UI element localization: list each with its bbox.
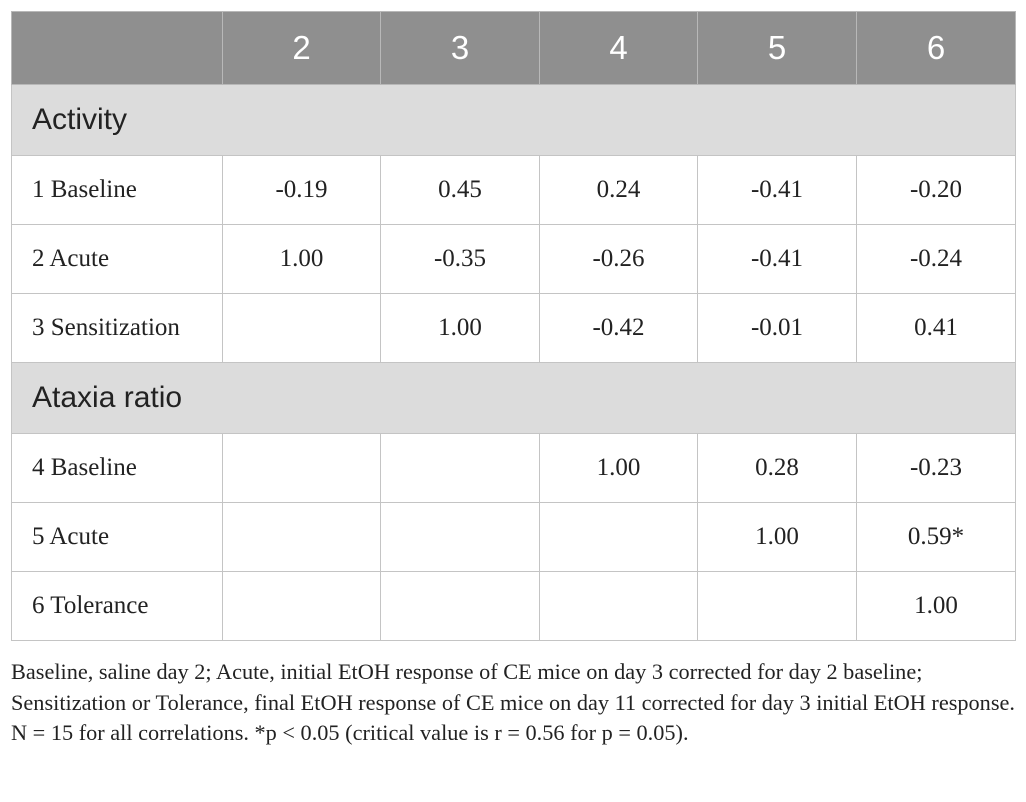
- table-cell: 0.41: [856, 293, 1016, 363]
- row-label: 2 Acute: [11, 224, 223, 294]
- header-cell-empty: [11, 11, 223, 85]
- table-cell: -0.41: [697, 224, 857, 294]
- table-cell: [380, 433, 540, 503]
- table-row: 4 Baseline 1.00 0.28 -0.23: [11, 433, 1016, 503]
- table-cell: [697, 571, 857, 641]
- section-title: Activity: [11, 84, 1016, 156]
- header-cell-4: 4: [539, 11, 698, 85]
- table-cell: -0.24: [856, 224, 1016, 294]
- table-cell: -0.42: [539, 293, 698, 363]
- row-label: 4 Baseline: [11, 433, 223, 503]
- table-cell: -0.23: [856, 433, 1016, 503]
- footnote-abbreviations: Baseline, saline day 2; Acute, initial E…: [11, 659, 1015, 715]
- footnote-statistics: N = 15 for all correlations. *p < 0.05 (…: [11, 720, 689, 745]
- header-cell-2: 2: [222, 11, 381, 85]
- header-cell-3: 3: [380, 11, 540, 85]
- table-row: 6 Tolerance 1.00: [11, 571, 1016, 641]
- table-cell: 1.00: [856, 571, 1016, 641]
- row-label: 6 Tolerance: [11, 571, 223, 641]
- header-cell-5: 5: [697, 11, 857, 85]
- row-label: 1 Baseline: [11, 155, 223, 225]
- table-cell: -0.01: [697, 293, 857, 363]
- table-cell: 1.00: [222, 224, 381, 294]
- table-cell: 0.59*: [856, 502, 1016, 572]
- table-cell: -0.26: [539, 224, 698, 294]
- table-cell: [222, 433, 381, 503]
- table-cell: [222, 502, 381, 572]
- table-row: 2 Acute 1.00 -0.35 -0.26 -0.41 -0.24: [11, 224, 1016, 294]
- table-row: 3 Sensitization 1.00 -0.42 -0.01 0.41: [11, 293, 1016, 363]
- correlation-table: 2 3 4 5 6 Activity 1 Baseline -0.19 0.45…: [11, 11, 1016, 641]
- table-row: 1 Baseline -0.19 0.45 0.24 -0.41 -0.20: [11, 155, 1016, 225]
- table-cell: [539, 571, 698, 641]
- row-label: 3 Sensitization: [11, 293, 223, 363]
- table-cell: 1.00: [539, 433, 698, 503]
- table-cell: 0.24: [539, 155, 698, 225]
- table-cell: -0.41: [697, 155, 857, 225]
- table-cell: 1.00: [380, 293, 540, 363]
- section-title: Ataxia ratio: [11, 362, 1016, 434]
- table-cell: [222, 571, 381, 641]
- table-cell: -0.35: [380, 224, 540, 294]
- table-footnote: Baseline, saline day 2; Acute, initial E…: [11, 657, 1015, 749]
- table-cell: [539, 502, 698, 572]
- section-row-activity: Activity: [11, 84, 1016, 156]
- header-cell-6: 6: [856, 11, 1016, 85]
- table-cell: [380, 502, 540, 572]
- table-cell: [222, 293, 381, 363]
- table-cell: [380, 571, 540, 641]
- table-cell: 0.28: [697, 433, 857, 503]
- row-label: 5 Acute: [11, 502, 223, 572]
- header-row: 2 3 4 5 6: [11, 11, 1016, 85]
- table-cell: -0.20: [856, 155, 1016, 225]
- section-row-ataxia-ratio: Ataxia ratio: [11, 362, 1016, 434]
- table-row: 5 Acute 1.00 0.59*: [11, 502, 1016, 572]
- table-cell: -0.19: [222, 155, 381, 225]
- table-cell: 0.45: [380, 155, 540, 225]
- table-cell: 1.00: [697, 502, 857, 572]
